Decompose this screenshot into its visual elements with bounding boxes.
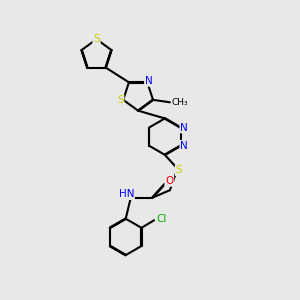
Text: CH₃: CH₃ (171, 98, 188, 107)
Text: N: N (180, 122, 188, 133)
Text: O: O (165, 176, 173, 186)
Text: S: S (117, 95, 124, 105)
Text: Cl: Cl (156, 214, 167, 224)
Text: S: S (93, 34, 100, 44)
Text: N: N (145, 76, 153, 86)
Text: HN: HN (118, 189, 134, 199)
Text: N: N (180, 141, 188, 151)
Text: S: S (176, 165, 182, 175)
